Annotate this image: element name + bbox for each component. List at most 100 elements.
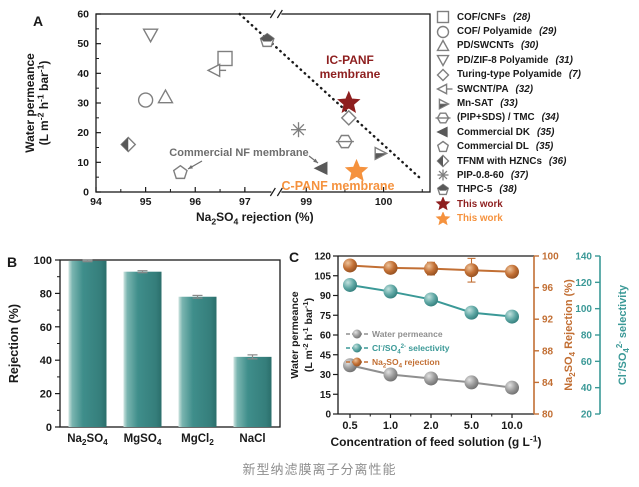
panel-c-left-tick-label: 120 [314,252,331,263]
panel-c-rejection-tick-label: 88 [542,346,554,357]
panel-c-x-tick-label: 2.0 [423,420,438,432]
legend-item-pip-0-8-60: PIP-0.8-60 (37) [435,168,637,182]
panel-b-bar-chart: 0 20 40 60 80 100 Rejection (%) B Na2SO4 MgSO4 MgC… [7,254,281,447]
legend-item-label: THPC-5 [457,184,493,196]
panel-b-y-tick-label: 0 [46,422,52,434]
point-pd-swcnts [157,88,174,104]
panel-a-y-tick-label: 10 [77,157,89,169]
panel-c-selectivity-tick-label: 100 [575,304,592,315]
legend-item-label: Mn-SAT [457,98,494,110]
panel-a-annotation: IC-PANF [326,53,374,67]
axis-break-mark [269,9,276,19]
panel-a-x-tick-label: 100 [375,196,393,208]
panel-c-left-tick-label: 90 [320,291,332,302]
axis-break-gap [271,11,282,17]
tradeoff-dotted-line [238,12,423,181]
data-point-right2-1.0 [383,284,398,299]
panel-c-rejection-axis-label: Na2SO4 Rejection (%) [563,279,577,391]
panel-c-x-tick-label: 1.0 [383,420,398,432]
data-point-right1-2.0 [424,261,438,276]
data-point-left-5.0 [464,375,479,390]
axis-break-mark [269,187,276,197]
panel-c-selectivity-tick-label: 60 [581,357,593,368]
marker-asterisk [437,169,449,181]
panel-c-x-tick-label: 10.0 [501,420,522,432]
legend-item-ref: (35) [536,126,555,138]
panel-b-y-tick-label: 60 [40,322,52,334]
data-point-right2-0.5 [343,277,357,292]
marker-tri-down [436,55,450,68]
point-mn-sat [374,146,389,161]
panel-a-letter: A [33,13,43,29]
panel-b-y-tick-label: 80 [40,288,52,300]
legend-item-ref: (30) [520,40,539,52]
panel-c-legend-sphere [352,343,362,353]
panel-c-rejection-tick-label: 84 [542,378,554,389]
legend-marker-icon [435,83,453,95]
panel-a-y-tick-label: 20 [77,127,89,139]
panel-a-x-axis-label: Na2SO4 rejection (%) [196,210,314,226]
legend-item-label: Turing-type Polyamide [457,69,562,81]
panel-a-x-tick-label: 96 [189,196,201,208]
marker-tri-left-filled [436,126,448,138]
marker-circle [436,25,450,38]
panel-c-rejection-tick-label: 92 [542,315,554,326]
panel-c-rejection-tick-label: 100 [542,252,559,263]
data-point-right2-2.0 [424,292,438,307]
data-point-right2-10.0 [505,309,519,324]
data-point-left-1.0 [383,367,398,382]
legend-marker-icon [436,183,450,196]
marker-tri-right-half [438,97,451,110]
point-cof-polyamide [137,92,154,108]
panel-c-legend-sphere [352,357,362,367]
panel-a-y-tick-label: 0 [83,187,89,199]
panel-c-selectivity-tick-label: 40 [581,383,593,394]
legend-marker-icon [436,126,448,138]
legend-marker-icon [436,10,450,24]
panel-a-y-axis-label: (L m-2 h-1 bar-1) [35,61,51,146]
point-this-work-c-panf- [344,158,369,182]
legend-item-commercial-dk: Commercial DK (35) [435,125,637,139]
marker-diamond [436,68,450,82]
panel-b-letter: B [7,254,17,270]
panel-c-legend-label: Cl-/SO42- selectivity [372,343,450,356]
legend-item-ref: (29) [539,26,557,38]
panel-a-y-axis-label: Water permeance [23,53,37,153]
panel-a-legend: COF/CNFs (28) COF/ Polyamide (29) PD/SWCNTs (… [435,10,637,226]
legend-item-label: PD/ZIF-8 Polyamide [457,54,549,66]
legend-item-cof-polyamide: COF/ Polyamide (29) [435,24,637,38]
legend-item-turing-type-polyamide: Turing-type Polyamide (7) [435,68,637,82]
panel-c-selectivity-tick-label: 80 [581,331,593,342]
panel-c-x-tick-label: 5.0 [464,420,479,432]
legend-item-mn-sat: Mn-SAT (33) [435,96,637,110]
legend-marker-icon [436,55,450,68]
point-cof-cnfs [217,50,233,67]
panel-a-y-tick-label: 40 [77,68,89,80]
panel-c-left-axis-label: (L m-2 h-1 bar-1) [301,298,315,372]
legend-item-this-work: This work [435,197,637,211]
panel-c-legend-sphere [352,329,362,339]
panel-c-selectivity-tick-label: 140 [575,252,592,263]
marker-tri-up [436,39,450,52]
bar-nacl [233,356,272,427]
panel-a-x-tick-label: 94 [90,196,102,208]
legend-item-ref: (32) [515,83,533,95]
marker-star [435,211,451,225]
marker-square [436,10,450,24]
legend-item-label: SWCNT/PA [457,83,509,95]
legend-item-label: (PIP+SDS) / TMC [457,112,535,124]
legend-item-commercial-dl: Commercial DL (35) [435,140,637,154]
marker-pentagon [436,140,450,152]
panel-c-left-axis-label: Water permeance [289,291,301,378]
data-point-right1-5.0 [464,263,479,278]
legend-marker-icon [435,197,451,211]
legend-item-label: PIP-0.8-60 [457,169,504,181]
marker-hexagon-line [435,112,451,124]
panel-c-left-tick-label: 60 [320,331,332,342]
panel-c-left-tick-label: 0 [325,410,331,421]
point-swcnt-pa [206,63,227,78]
figure-caption: 新型纳滤膜离子分离性能 [242,462,397,477]
panel-a-y-tick-label: 30 [77,98,89,110]
point-pip-0-8-60 [291,122,307,138]
